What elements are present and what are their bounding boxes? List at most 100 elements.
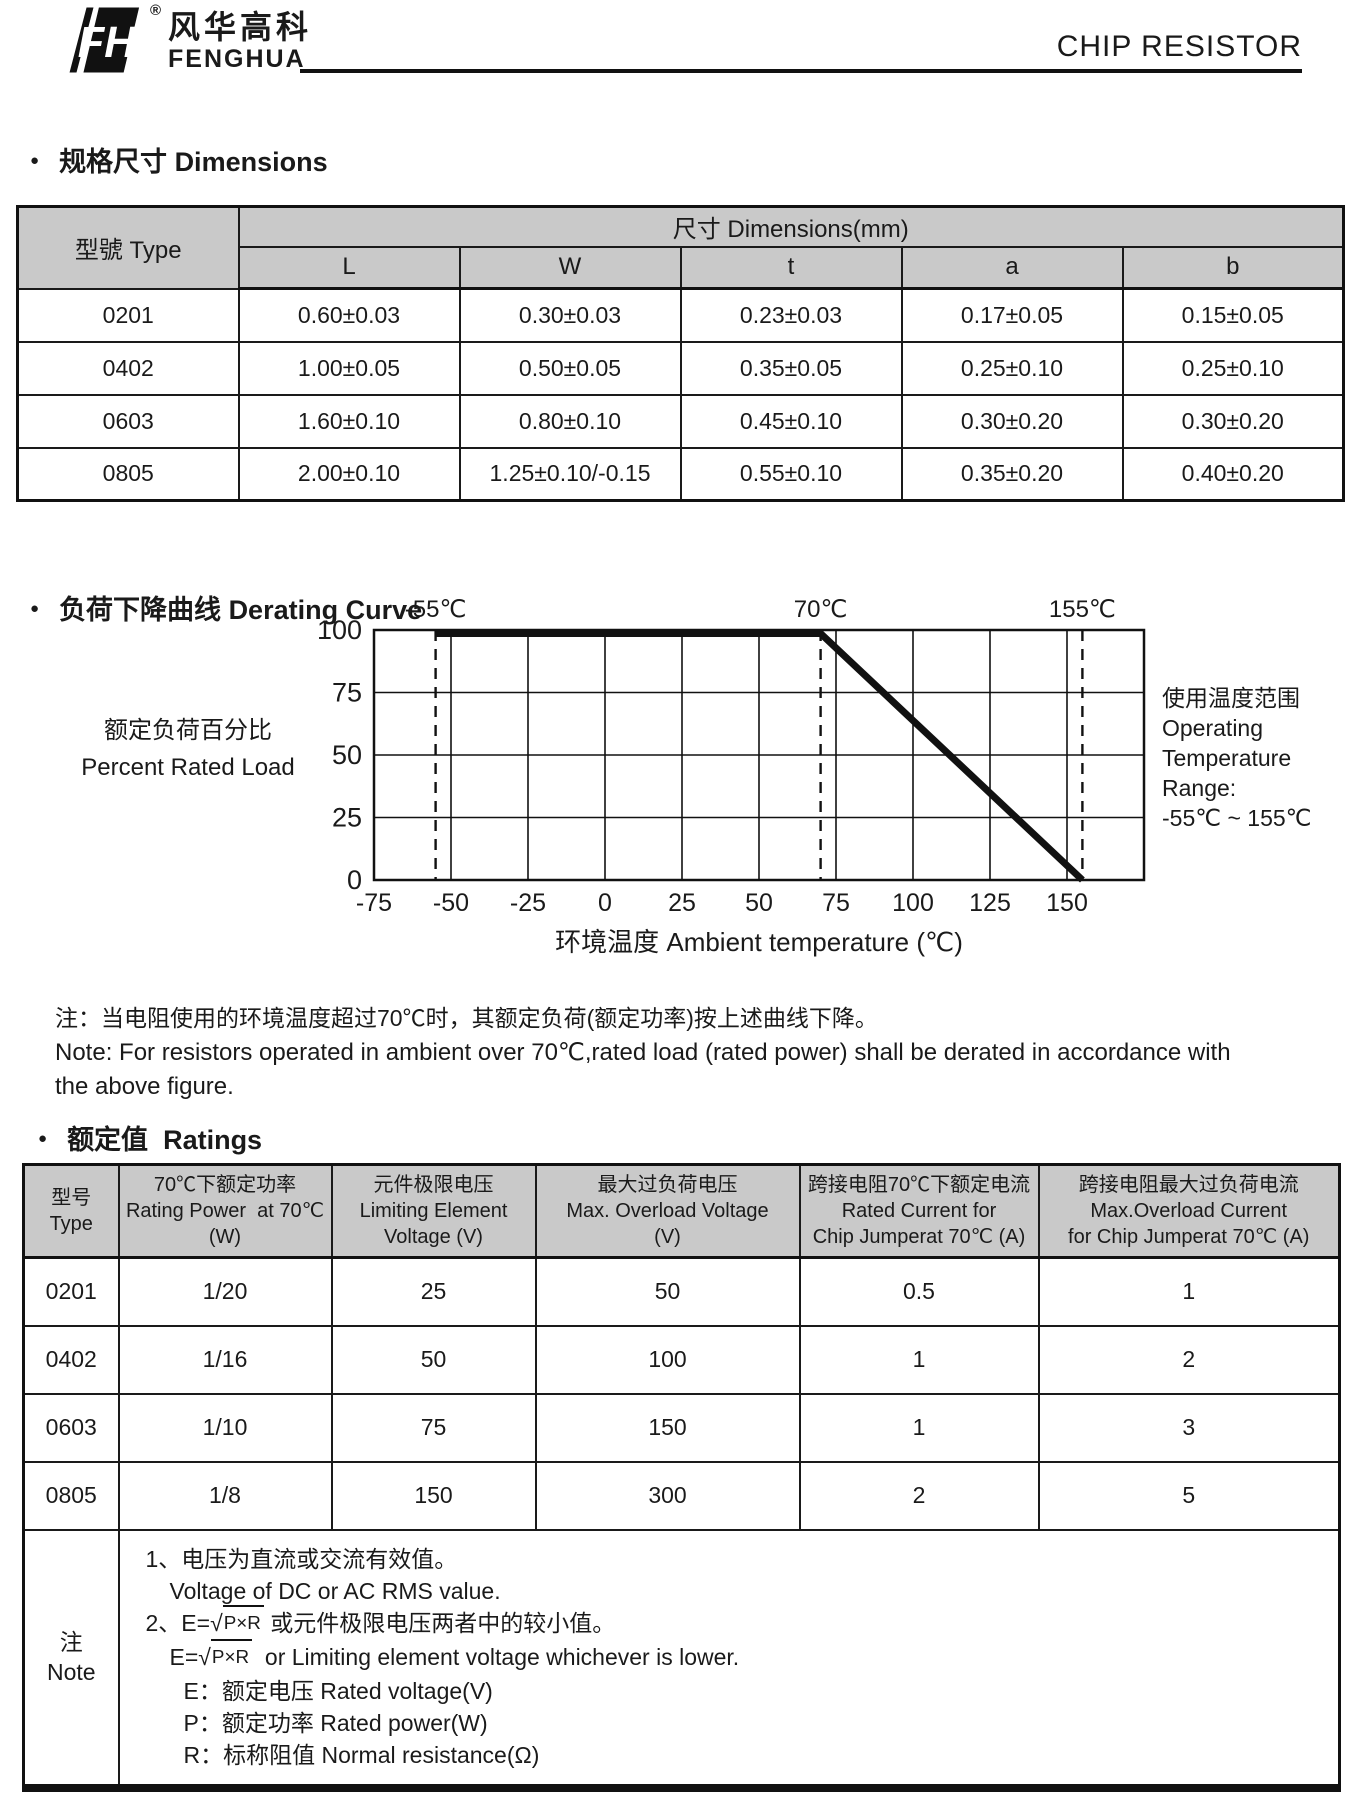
section-title-dimensions-label: 规格尺寸 Dimensions [59, 147, 328, 177]
header-line: 最大过负荷电压 [597, 1174, 738, 1196]
ratings-header-power: 70℃下额定功率 Rating Power at 70℃ (W) [117, 1163, 333, 1259]
table-row: 0805 2.00±0.10 1.25±0.10/-0.15 0.55±0.10… [16, 446, 1345, 502]
rating-cell: 0.5 [798, 1256, 1040, 1327]
derating-note-cn: 注：当电阻使用的环境温度超过70℃时，其额定负荷(额定功率)按上述曲线下降。 [55, 1005, 878, 1031]
note-line-R: R：标称阻值 Normal resistance(Ω) [183, 1742, 540, 1768]
doc-title: CHIP RESISTOR [1056, 30, 1302, 63]
header-line: Max. Overload Voltage [566, 1200, 769, 1222]
dim-cell: 0.35±0.20 [900, 446, 1124, 502]
dim-col-header-W: W [458, 245, 682, 290]
x-tick-label: 0 [598, 889, 612, 917]
rating-cell: 75 [330, 1392, 537, 1463]
table-row: 0201 0.60±0.03 0.30±0.03 0.23±0.03 0.17±… [16, 287, 1345, 343]
rating-cell: 1 [1037, 1256, 1341, 1327]
rating-cell: 1/10 [117, 1392, 333, 1463]
dim-cell: 0.35±0.05 [679, 340, 903, 396]
brand-name-en: FENGHUA [168, 45, 306, 73]
header-line: (V) [654, 1226, 681, 1248]
bullet-icon: ● [38, 1130, 48, 1147]
x-tick-label: 25 [668, 889, 696, 917]
ratings-note-cell: 1、电压为直流或交流有效值。 Voltage of DC or AC RMS v… [117, 1528, 1341, 1789]
derating-note: 注：当电阻使用的环境温度超过70℃时，其额定负荷(额定功率)按上述曲线下降。 N… [55, 1000, 1325, 1104]
rating-cell: 50 [534, 1256, 801, 1327]
note-line-2-cn: 2、E=√P×R 或元件极限电压两者中的较小值。 [145, 1605, 1329, 1641]
table-row: 0201 1/20 25 50 0.5 1 [22, 1256, 1341, 1327]
x-tick-label: -75 [356, 889, 392, 917]
temp-marker-labels: -55℃ 70℃ 155℃ [405, 596, 1116, 623]
dim-cell: 0.60±0.03 [237, 287, 461, 343]
dim-cell: 1.25±0.10/-0.15 [458, 446, 682, 502]
dim-cell: 0.40±0.20 [1121, 446, 1345, 502]
formula-prefix: E=√ [169, 1644, 211, 1670]
table-row: 0603 1.60±0.10 0.80±0.10 0.45±0.10 0.30±… [16, 393, 1345, 449]
ambient-axis-title: 环境温度 Ambient temperature (℃) [555, 927, 963, 957]
dim-header-type: 型號 Type [16, 205, 240, 290]
rating-cell: 2 [1037, 1324, 1341, 1395]
ratings-note-label-cell: 注 Note [22, 1528, 120, 1789]
section-title-derating-label: 负荷下降曲线 Derating Curve [59, 595, 423, 625]
x-tick-label: -25 [510, 889, 546, 917]
dim-cell: 1.60±0.10 [237, 393, 461, 449]
sqrt-radicand: P×R [210, 1639, 253, 1673]
x-tick-labels: -75 -50 -25 0 25 50 75 100 125 150 [356, 889, 1088, 917]
section-title-dimensions: ● 规格尺寸 Dimensions [30, 140, 328, 179]
note-line-E: E：额定电压 Rated voltage(V) [183, 1678, 493, 1704]
header-line: 跨接电阻70℃下额定电流 [807, 1174, 1031, 1196]
formula-prefix: 2、E=√ [145, 1610, 223, 1636]
derating-note-en1: Note: For resistors operated in ambient … [55, 1039, 1231, 1066]
header-line: Type [49, 1213, 93, 1235]
operating-range-line: Range: [1162, 775, 1237, 801]
rating-cell: 1/16 [117, 1324, 333, 1395]
percent-load-label-en: Percent Rated Load [81, 754, 295, 781]
dim-cell: 0.45±0.10 [679, 393, 903, 449]
y-tick-label: 75 [332, 678, 362, 708]
header-line: Limiting Element [359, 1200, 508, 1222]
fenghua-logo-icon: FH [69, 7, 140, 73]
dim-header-group: 尺寸 Dimensions(mm) [237, 205, 1345, 248]
svg-text:FH: FH [78, 19, 136, 67]
note-line-2-en: E=√P×R or Limiting element voltage which… [169, 1639, 1329, 1675]
operating-range-line: -55℃ ~ 155℃ [1162, 805, 1312, 831]
table-row: 0402 1/16 50 100 1 2 [22, 1324, 1341, 1395]
header-line: Chip Jumperat 70℃ (A) [812, 1226, 1026, 1248]
rating-cell: 50 [330, 1324, 537, 1395]
derating-chart: -55℃ 70℃ 155℃ 100 75 50 25 0 -75 -50 -25… [317, 596, 1146, 957]
rating-cell: 1/20 [117, 1256, 333, 1327]
y-tick-labels: 100 75 50 25 0 [317, 615, 362, 895]
header-rule [300, 69, 1302, 73]
rating-cell: 150 [330, 1460, 537, 1531]
section-title-ratings-label: 额定值 Ratings [67, 1125, 263, 1155]
header-line: Rating Power at 70℃ [125, 1200, 325, 1222]
bullet-icon: ● [30, 600, 40, 617]
brand-name-cn: 风华高科 [168, 9, 313, 45]
rating-cell: 5 [1037, 1460, 1341, 1531]
ratings-header-overload-voltage: 最大过负荷电压 Max. Overload Voltage (V) [534, 1163, 801, 1259]
x-tick-label: 50 [745, 889, 773, 917]
operating-range-line: 使用温度范围 [1162, 685, 1300, 711]
rating-cell: 1/8 [117, 1460, 333, 1531]
formula-suffix: 或元件极限电压两者中的较小值。 [263, 1610, 616, 1636]
y-tick-label: 50 [332, 740, 362, 770]
ratings-header-type: 型号 Type [22, 1163, 120, 1259]
header-line: Voltage (V) [384, 1226, 483, 1248]
table-row: 0402 1.00±0.05 0.50±0.05 0.35±0.05 0.25±… [16, 340, 1345, 396]
percent-load-label-cn: 额定负荷百分比 [104, 717, 272, 744]
rating-cell: 1 [798, 1324, 1040, 1395]
rating-cell: 300 [534, 1460, 801, 1531]
bullet-icon: ● [30, 152, 40, 169]
dim-type: 0603 [16, 393, 240, 449]
note-line-P: P：额定功率 Rated power(W) [183, 1710, 488, 1736]
header-line: for Chip Jumperat 70℃ (A) [1068, 1226, 1310, 1248]
ratings-header-overload-current: 跨接电阻最大过负荷电流 Max.Overload Current for Chi… [1037, 1163, 1341, 1259]
note-label-en: Note [46, 1659, 96, 1685]
rating-cell: 100 [534, 1324, 801, 1395]
rating-cell: 150 [534, 1392, 801, 1463]
rating-type: 0603 [22, 1392, 120, 1463]
temp-marker-label: -55℃ [405, 596, 467, 623]
rating-type: 0201 [22, 1256, 120, 1327]
dim-cell: 0.30±0.20 [900, 393, 1124, 449]
temp-marker-label: 70℃ [794, 596, 848, 623]
ratings-table: 型号 Type 70℃下额定功率 Rating Power at 70℃ (W)… [22, 1163, 1341, 1792]
derating-curve-line [435, 630, 1085, 883]
